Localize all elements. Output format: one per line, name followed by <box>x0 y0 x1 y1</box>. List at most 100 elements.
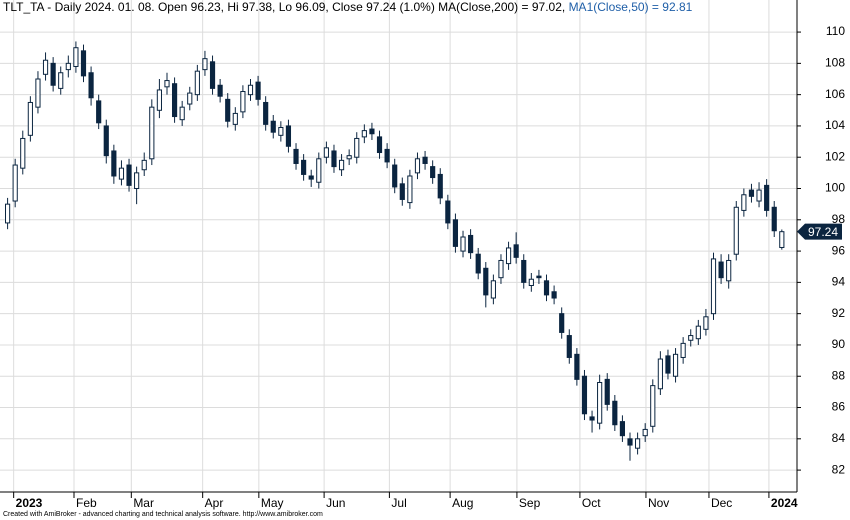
candle-body <box>331 150 337 168</box>
candle-body <box>149 106 155 160</box>
x-tick-label: Jun <box>326 496 345 510</box>
y-tick-label: 92 <box>832 306 846 320</box>
candle-body <box>574 353 580 380</box>
y-tick-label: 90 <box>832 337 846 351</box>
candle-body <box>688 335 694 341</box>
candle-body <box>498 259 504 279</box>
candle-body <box>635 438 641 449</box>
candle-body <box>50 62 56 86</box>
y-tick-label: 86 <box>832 400 846 414</box>
candle-body <box>551 291 557 299</box>
candle-body <box>559 313 565 333</box>
candle-body <box>672 353 679 377</box>
x-tick-label: 2024 <box>771 496 798 510</box>
candle-body <box>430 166 436 179</box>
candle-body <box>118 167 125 180</box>
y-tick-label: 106 <box>825 87 845 101</box>
candle-body <box>96 100 102 124</box>
candle-body <box>619 421 626 437</box>
candle-body <box>384 148 390 163</box>
candle-body <box>733 206 739 255</box>
last-price-label: 97.24 <box>808 225 838 239</box>
last-price-tag <box>797 223 842 240</box>
candle-body <box>323 147 329 158</box>
x-tick-label: Sep <box>519 496 541 510</box>
x-tick-label: Nov <box>648 496 669 510</box>
candle-body <box>232 112 238 125</box>
candle-body <box>217 84 223 97</box>
candle-body <box>422 156 428 164</box>
candle-body <box>490 280 496 299</box>
candle-body <box>88 72 94 99</box>
candle-body <box>376 136 383 154</box>
candle-body <box>483 267 489 296</box>
candle-body <box>73 47 79 67</box>
candle-body <box>285 125 292 147</box>
candle-body <box>134 172 140 190</box>
candle-body <box>657 358 663 390</box>
candle-body <box>597 381 603 424</box>
candle-body <box>5 203 11 224</box>
candle-body <box>263 101 269 125</box>
ma-label: MA1(Close,50) = 92.81 <box>569 0 693 14</box>
candle-body <box>187 92 193 105</box>
x-tick-label: Dec <box>711 496 732 510</box>
candle-body <box>703 316 709 330</box>
candle-body <box>293 148 299 164</box>
candle-body <box>764 184 770 211</box>
candle-body <box>513 244 519 258</box>
candle-body <box>361 130 367 138</box>
candle-body <box>407 175 413 204</box>
candle-body <box>255 81 261 100</box>
candle-body <box>270 120 276 133</box>
title-text: TLT_TA - Daily 2024. 01. 08. Open 96.23,… <box>3 0 565 14</box>
candle-body <box>452 219 459 247</box>
candle-body <box>695 325 701 340</box>
x-tick-label: Aug <box>452 496 473 510</box>
y-tick-label: 100 <box>825 181 845 195</box>
x-tick-label: Apr <box>205 496 224 510</box>
candle-body <box>710 258 717 315</box>
y-tick-label: 102 <box>825 149 845 163</box>
candle-body <box>179 106 185 121</box>
candle-body <box>247 84 254 96</box>
candle-body <box>141 159 147 171</box>
candle-body <box>392 164 398 188</box>
candle-body <box>741 194 747 211</box>
candle-body <box>225 98 231 122</box>
candle-body <box>58 72 64 89</box>
candle-body <box>566 335 572 358</box>
candle-body <box>42 59 49 75</box>
candle-body <box>437 173 443 199</box>
candle-body <box>126 164 132 186</box>
candle-body <box>528 278 534 287</box>
candle-body <box>369 128 375 135</box>
chart-title: TLT_TA - Daily 2024. 01. 08. Open 96.23,… <box>3 0 693 14</box>
candle-body <box>338 159 345 171</box>
candle-body <box>164 80 170 88</box>
candle-body <box>505 247 512 265</box>
candles <box>5 41 785 461</box>
candle-body <box>80 50 87 77</box>
candle-body <box>111 150 117 177</box>
x-tick-label: Feb <box>76 496 97 510</box>
candle-body <box>536 275 542 279</box>
candle-body <box>718 261 724 279</box>
candle-body <box>194 70 200 96</box>
candle-body <box>171 83 178 118</box>
candle-body <box>65 62 71 71</box>
x-tick-label: Mar <box>133 496 154 510</box>
candle-body <box>604 378 610 405</box>
candle-body <box>460 236 466 252</box>
x-tick-label: 2023 <box>16 496 43 510</box>
x-tick-label: Jul <box>391 496 406 510</box>
x-tick-label: Oct <box>582 496 601 510</box>
candle-body <box>399 183 405 200</box>
candle-body <box>20 137 26 169</box>
candle-body <box>468 234 474 254</box>
candle-body <box>301 159 307 175</box>
candle-body <box>346 155 352 160</box>
candle-body <box>581 375 588 415</box>
